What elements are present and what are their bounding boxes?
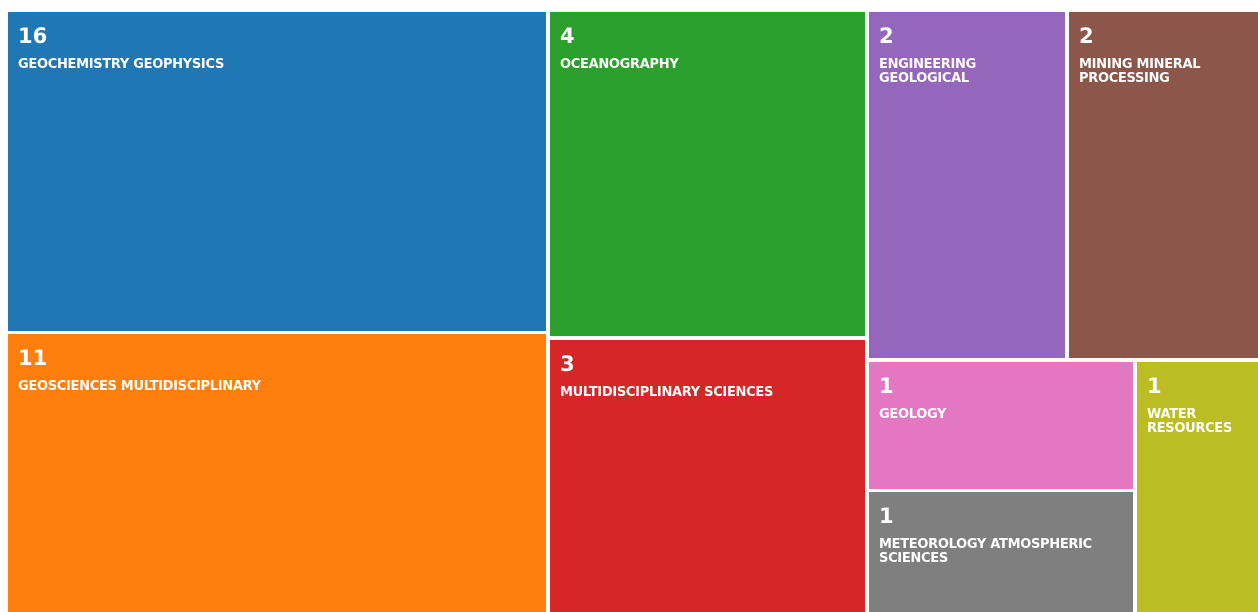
- treemap-cell: 16 GEOCHEMISTRY GEOPHYSICS: [8, 12, 546, 331]
- category-label: GEOCHEMISTRY GEOPHYSICS: [18, 57, 225, 72]
- category-label: MULTIDISCIPLINARY SCIENCES: [560, 385, 774, 400]
- category-label: GEOLOGY: [879, 407, 947, 422]
- treemap-cell: 1 GEOLOGY: [869, 362, 1133, 489]
- value-label: 4: [560, 24, 575, 48]
- value-label: 1: [879, 504, 894, 528]
- treemap-cell: 4 OCEANOGRAPHY: [550, 12, 865, 336]
- value-label: 2: [1079, 24, 1094, 48]
- value-label: 16: [18, 24, 48, 48]
- treemap-cell: 11 GEOSCIENCES MULTIDISCIPLINARY: [8, 334, 546, 612]
- treemap-cell: 1 METEOROLOGY ATMOSPHERIC SCIENCES: [869, 492, 1133, 612]
- category-label: MINING MINERAL PROCESSING: [1079, 57, 1201, 86]
- category-label: OCEANOGRAPHY: [560, 57, 679, 72]
- treemap-cell: 2 ENGINEERING GEOLOGICAL: [869, 12, 1065, 358]
- category-label: GEOSCIENCES MULTIDISCIPLINARY: [18, 379, 261, 394]
- category-label: METEOROLOGY ATMOSPHERIC SCIENCES: [879, 537, 1092, 566]
- value-label: 1: [1147, 374, 1162, 398]
- value-label: 2: [879, 24, 894, 48]
- category-label: WATER RESOURCES: [1147, 407, 1232, 436]
- treemap-cell: 1 WATER RESOURCES: [1137, 362, 1258, 612]
- value-label: 11: [18, 346, 48, 370]
- treemap-cell: 3 MULTIDISCIPLINARY SCIENCES: [550, 340, 865, 612]
- category-label: ENGINEERING GEOLOGICAL: [879, 57, 977, 86]
- value-label: 3: [560, 352, 575, 376]
- value-label: 1: [879, 374, 894, 398]
- treemap-cell: 2 MINING MINERAL PROCESSING: [1069, 12, 1258, 358]
